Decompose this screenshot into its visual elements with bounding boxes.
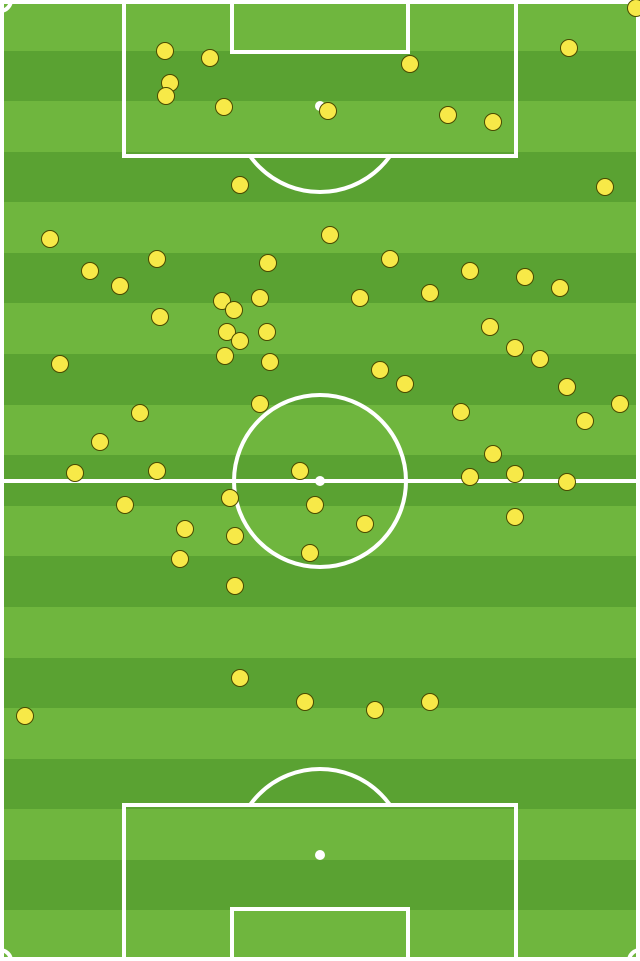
touch-marker [176,520,194,538]
touch-marker [371,361,389,379]
touch-marker [319,102,337,120]
touch-marker [321,226,339,244]
touch-marker [421,693,439,711]
touch-marker [231,176,249,194]
touch-marker [531,350,549,368]
touch-marker [558,473,576,491]
touch-marker [291,462,309,480]
penalty-arc [232,767,408,803]
touch-marker [506,339,524,357]
touch-marker [611,395,629,413]
six-yard-box [230,907,410,961]
touch-marker [381,250,399,268]
touch-marker [148,462,166,480]
touch-marker [148,250,166,268]
touch-marker [221,489,239,507]
touch-marker [116,496,134,514]
touch-marker [226,577,244,595]
touch-marker [258,323,276,341]
touch-marker [481,318,499,336]
touch-marker [231,332,249,350]
football-touch-map [0,0,640,961]
six-yard-box [230,0,410,54]
touch-marker [356,515,374,533]
penalty-spot [315,850,325,860]
touch-marker [551,279,569,297]
penalty-arc [232,158,408,194]
touch-marker [91,433,109,451]
touch-marker [201,49,219,67]
touch-marker [301,544,319,562]
touch-marker [558,378,576,396]
touch-marker [131,404,149,422]
touch-marker [439,106,457,124]
center-spot [315,476,325,486]
touch-marker [366,701,384,719]
touch-marker [66,464,84,482]
touch-marker [171,550,189,568]
touch-marker [226,527,244,545]
touch-marker [81,262,99,280]
touch-marker [421,284,439,302]
touch-marker [41,230,59,248]
touch-marker [576,412,594,430]
touch-marker [596,178,614,196]
touch-marker [461,262,479,280]
touch-marker [560,39,578,57]
touch-marker [452,403,470,421]
touch-marker [16,707,34,725]
touch-marker [296,693,314,711]
touch-marker [627,0,640,17]
touch-marker [231,669,249,687]
touch-marker [306,496,324,514]
touch-marker [396,375,414,393]
touch-marker [506,508,524,526]
touch-marker [484,445,502,463]
touch-marker [351,289,369,307]
touch-marker [261,353,279,371]
touch-marker [506,465,524,483]
touch-marker [461,468,479,486]
touch-marker [251,395,269,413]
touch-marker [151,308,169,326]
touch-marker [484,113,502,131]
touch-marker [51,355,69,373]
touch-marker [216,347,234,365]
touch-marker [157,87,175,105]
touch-marker [259,254,277,272]
touch-marker [111,277,129,295]
touch-marker [156,42,174,60]
touch-marker [215,98,233,116]
touch-marker [251,289,269,307]
touch-marker [516,268,534,286]
touch-marker [225,301,243,319]
touch-marker [401,55,419,73]
